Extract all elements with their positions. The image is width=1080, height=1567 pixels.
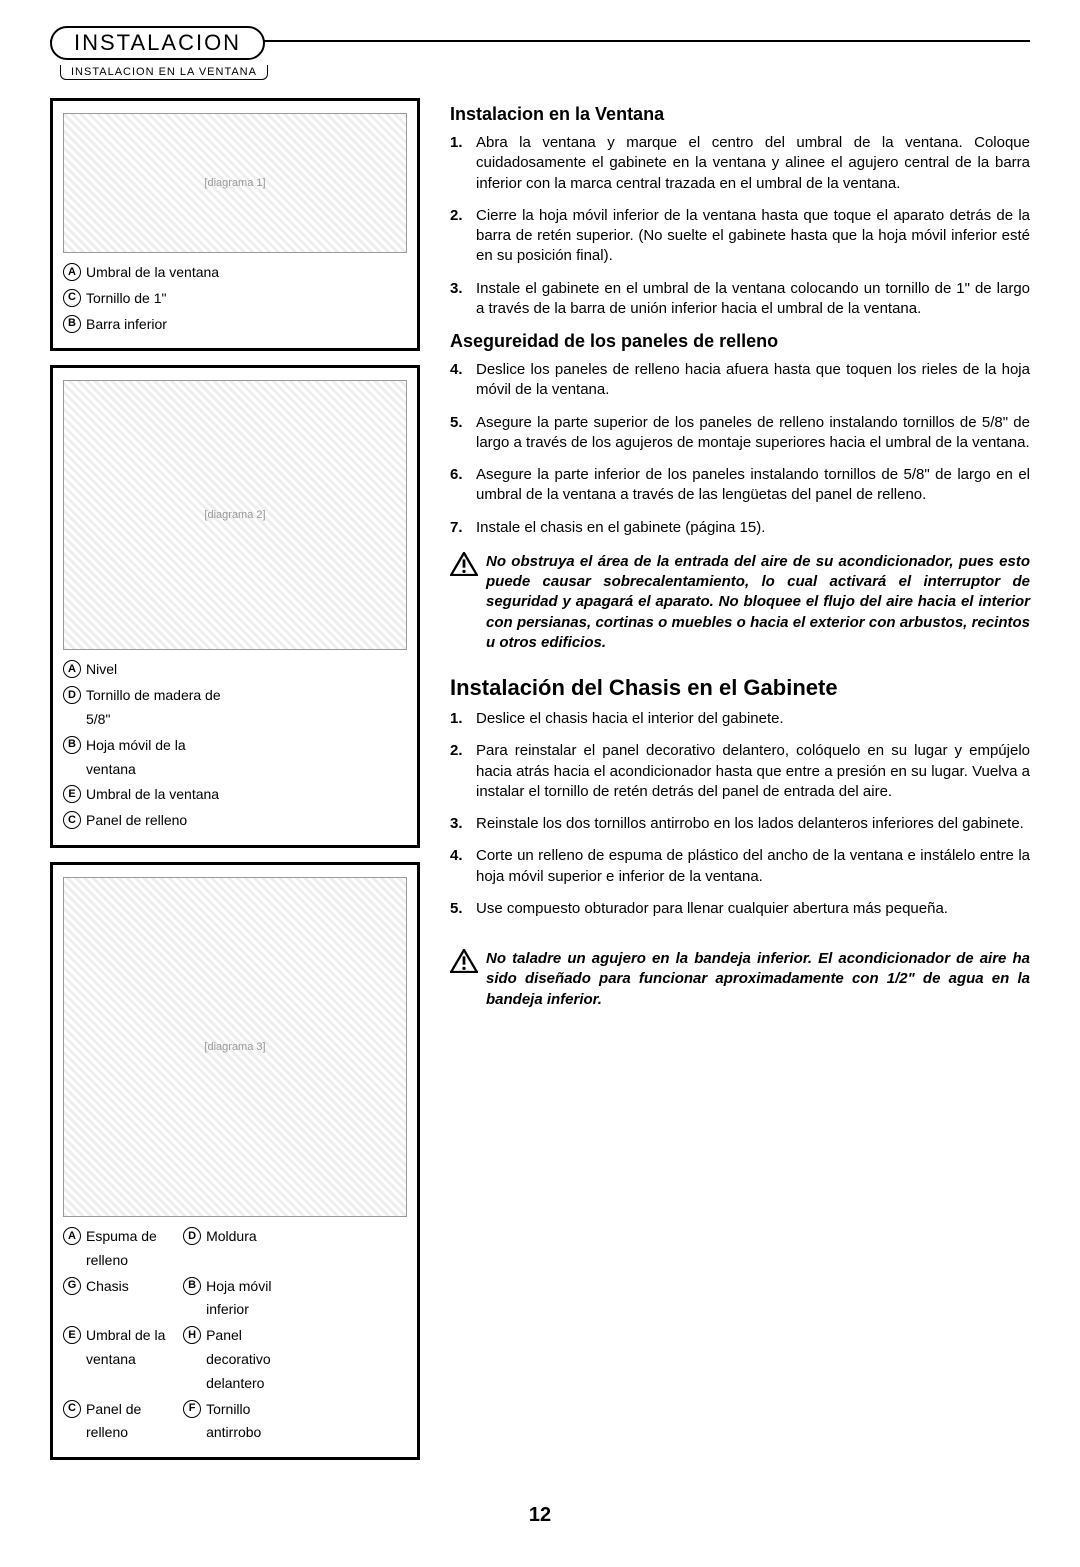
badge-d-icon: D	[183, 1227, 201, 1245]
section-1-title: Instalacion en la Ventana	[450, 104, 1030, 125]
figure-3: [diagrama 3] A Espuma de relleno D Moldura…	[50, 862, 420, 1460]
sub-tab: INSTALACION EN LA VENTANA	[60, 65, 268, 80]
step-num: 3.	[450, 814, 476, 834]
legend-text: Panel decorativo delantero	[206, 1324, 293, 1395]
step-text: Deslice el chasis hacia el interior del …	[476, 709, 1030, 729]
step-num: 7.	[450, 518, 476, 538]
figure-2-legend: A Nivel D Tornillo de madera de 5/8" B Hoja…	[63, 658, 407, 835]
warning-1: No obstruya el área de la entrada del ai…	[450, 552, 1030, 653]
badge-c-icon: C	[63, 811, 81, 829]
step-num: 2.	[450, 741, 476, 802]
step-num: 1.	[450, 133, 476, 194]
badge-a-icon: A	[63, 660, 81, 678]
badge-e-icon: E	[63, 785, 81, 803]
step-text: Cierre la hoja móvil inferior de la vent…	[476, 206, 1030, 267]
figure-3-legend: A Espuma de relleno D Moldura G Chasis B Hoj…	[63, 1225, 407, 1447]
figure-3-diagram: [diagrama 3]	[63, 877, 407, 1217]
section-1-steps: 1.Abra la ventana y marque el centro del…	[450, 133, 1030, 319]
badge-b-icon: B	[183, 1277, 201, 1295]
legend-text: Nivel	[86, 658, 117, 682]
legend-text: Panel de relleno	[86, 809, 187, 833]
figure-1-legend: A Umbral de la ventana C Tornillo de 1" BB…	[63, 261, 407, 338]
step-num: 4.	[450, 360, 476, 401]
text-column: Instalacion en la Ventana 1.Abra la vent…	[450, 98, 1030, 1474]
step-num: 5.	[450, 413, 476, 454]
badge-c-icon: C	[63, 1400, 81, 1418]
legend-text: Hoja móvil de la ventana	[86, 734, 228, 782]
legend-text: Umbral de la ventana	[86, 1324, 173, 1372]
figure-1: [diagrama 1] A Umbral de la ventana C Torn…	[50, 98, 420, 351]
warning-icon	[450, 552, 478, 576]
badge-a-icon: A	[63, 263, 81, 281]
step-text: Deslice los paneles de relleno hacia afu…	[476, 360, 1030, 401]
legend-text: Chasis	[86, 1275, 129, 1299]
legend-text: Panel de relleno	[86, 1398, 173, 1446]
warning-text: No taladre un agujero en la bandeja infe…	[486, 949, 1030, 1010]
legend-text: Barra inferior	[86, 313, 167, 337]
badge-b-icon: B	[63, 736, 81, 754]
step-text: Corte un relleno de espuma de plástico d…	[476, 846, 1030, 887]
badge-c-icon: C	[63, 289, 81, 307]
badge-b-icon: B	[63, 315, 81, 333]
legend-text: Espuma de relleno	[86, 1225, 173, 1273]
badge-a-icon: A	[63, 1227, 81, 1245]
legend-text: Umbral de la ventana	[86, 261, 219, 285]
step-text: Abra la ventana y marque el centro del u…	[476, 133, 1030, 194]
step-text: Asegure la parte inferior de los paneles…	[476, 465, 1030, 506]
badge-f-icon: F	[183, 1400, 201, 1418]
legend-text: Tornillo de 1"	[86, 287, 166, 311]
legend-text: Hoja móvil inferior	[206, 1275, 293, 1323]
step-num: 6.	[450, 465, 476, 506]
figure-2-diagram: [diagrama 2]	[63, 380, 407, 650]
badge-h-icon: H	[183, 1326, 201, 1344]
step-num: 1.	[450, 709, 476, 729]
warning-icon	[450, 949, 478, 973]
step-text: Instale el gabinete en el umbral de la v…	[476, 279, 1030, 320]
section-2-title: Asegureidad de los paneles de relleno	[450, 331, 1030, 352]
badge-d-icon: D	[63, 686, 81, 704]
legend-text: Umbral de la ventana	[86, 783, 219, 807]
step-num: 2.	[450, 206, 476, 267]
figure-2: [diagrama 2] A Nivel D Tornillo de madera …	[50, 365, 420, 848]
section-3-steps: 1.Deslice el chasis hacia el interior de…	[450, 709, 1030, 919]
warning-text: No obstruya el área de la entrada del ai…	[486, 552, 1030, 653]
step-text: Use compuesto obturador para llenar cual…	[476, 899, 1030, 919]
header-tabs: INSTALACION	[50, 26, 1030, 60]
badge-g-icon: G	[63, 1277, 81, 1295]
step-text: Para reinstalar el panel decorativo dela…	[476, 741, 1030, 802]
legend-text: Moldura	[206, 1225, 257, 1249]
legend-text: Tornillo antirrobo	[206, 1398, 293, 1446]
step-num: 3.	[450, 279, 476, 320]
figures-column: [diagrama 1] A Umbral de la ventana C Torn…	[50, 98, 420, 1474]
figure-1-diagram: [diagrama 1]	[63, 113, 407, 253]
page-number: 12	[50, 1504, 1030, 1527]
step-text: Asegure la parte superior de los paneles…	[476, 413, 1030, 454]
badge-e-icon: E	[63, 1326, 81, 1344]
section-3-title: Instalación del Chasis en el Gabinete	[450, 675, 1030, 701]
section-2-steps: 4.Deslice los paneles de relleno hacia a…	[450, 360, 1030, 538]
step-num: 4.	[450, 846, 476, 887]
warning-2: No taladre un agujero en la bandeja infe…	[450, 949, 1030, 1010]
legend-text: Tornillo de madera de 5/8"	[86, 684, 228, 732]
step-num: 5.	[450, 899, 476, 919]
step-text: Reinstale los dos tornillos antirrobo en…	[476, 814, 1030, 834]
step-text: Instale el chasis en el gabinete (página…	[476, 518, 1030, 538]
main-tab: INSTALACION	[50, 26, 265, 60]
